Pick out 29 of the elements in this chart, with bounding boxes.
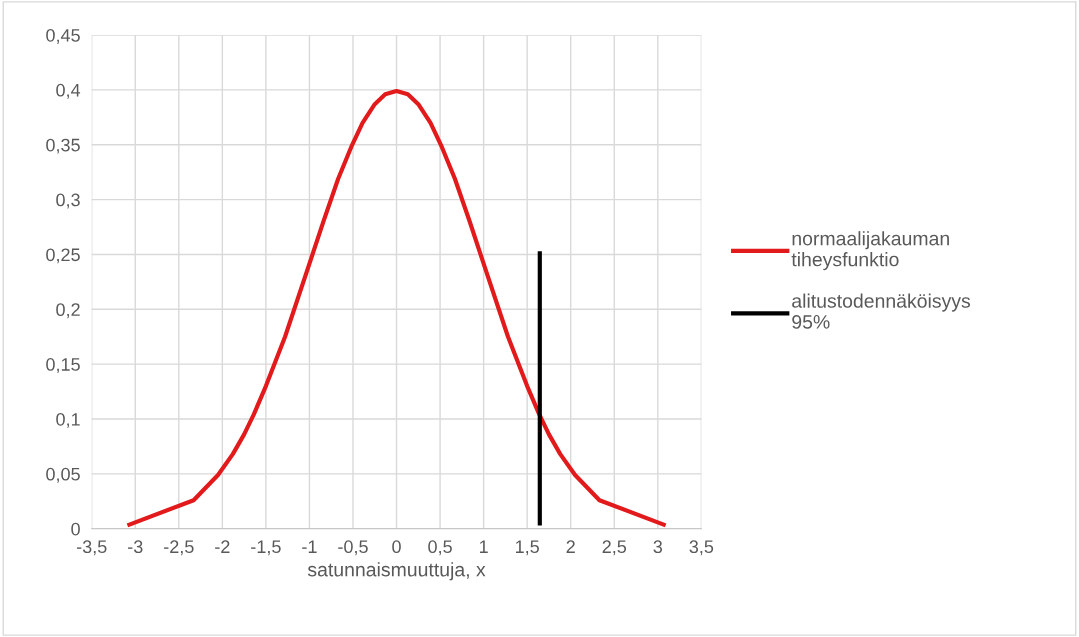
- x-tick-label: -1: [302, 540, 317, 553]
- y-tick-label: 0,35: [46, 138, 80, 154]
- x-tick-label: 2,5: [602, 540, 627, 556]
- x-axis-title: satunnaismuuttuja, x: [307, 562, 486, 581]
- x-tick-label: 2: [566, 540, 575, 553]
- x-tick-label: -2,5: [164, 540, 194, 556]
- y-tick-label: 0,05: [46, 467, 80, 483]
- x-tick-label: 0: [392, 540, 401, 554]
- line-series: [125, 88, 668, 528]
- x-tick-label: -0,5: [338, 540, 368, 556]
- y-tick-label: 0,25: [46, 248, 80, 264]
- x-tick-label: 1,5: [516, 540, 539, 556]
- y-tick-label: 0,2: [56, 303, 80, 319]
- x-tick-label: -3,5: [76, 540, 107, 556]
- y-tick-label: 0,15: [46, 358, 80, 373]
- x-tick-label: 3: [653, 540, 663, 554]
- y-tick-label: 0,3: [56, 193, 80, 209]
- x-tick-label: 1: [479, 540, 488, 553]
- x-tick-label: -2: [215, 540, 230, 553]
- x-tick-label: 3,5: [689, 540, 714, 556]
- x-tick-label: -1,5: [251, 540, 281, 556]
- x-tick-label: 0,5: [428, 540, 452, 556]
- legend-label: alitustodennäköisyys 95%: [792, 293, 971, 329]
- x-tick-label: -3: [128, 540, 143, 554]
- y-tick-label: 0,45: [46, 28, 80, 44]
- y-tick-label: 0: [71, 522, 80, 536]
- y-tick-label: 0,1: [56, 412, 80, 428]
- y-tick-label: 0,4: [56, 83, 81, 99]
- legend-label: normaalijakauman tiheysfunktio: [791, 231, 949, 271]
